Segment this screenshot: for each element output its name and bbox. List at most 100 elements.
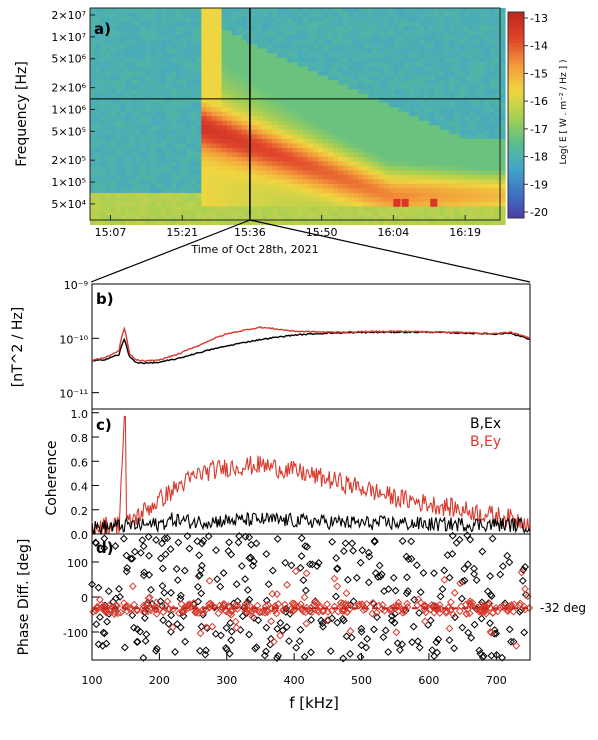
y-tick-label: 10⁻¹¹ <box>59 388 88 401</box>
heatmap-cell <box>312 84 319 90</box>
heatmap-cell <box>297 161 304 167</box>
heatmap-cell <box>500 174 506 180</box>
heatmap-cell <box>429 26 435 32</box>
heatmap-cell <box>307 44 314 50</box>
heatmap-cell <box>201 107 207 113</box>
heatmap-cell <box>378 80 385 86</box>
heatmap-cell <box>150 57 157 63</box>
heatmap-cell <box>181 111 187 117</box>
heatmap-cell <box>322 152 329 158</box>
heatmap-cell <box>373 57 380 63</box>
colorbar-cell <box>508 169 524 174</box>
heatmap-cell <box>282 48 288 54</box>
coherence-line-black <box>91 511 531 535</box>
heatmap-cell <box>206 206 213 212</box>
phase-point-black <box>166 627 175 636</box>
heatmap-cell <box>216 75 223 81</box>
heatmap-cell <box>90 30 96 36</box>
heatmap-cell <box>398 80 405 86</box>
heatmap-cell <box>292 53 299 59</box>
heatmap-cell <box>135 84 142 90</box>
heatmap-cell <box>348 134 354 140</box>
heatmap-cell <box>246 220 253 226</box>
heatmap-cell <box>145 66 152 72</box>
heatmap-cell <box>302 98 309 104</box>
heatmap-cell <box>191 75 197 81</box>
phase-point-red <box>456 579 465 588</box>
heatmap-cell <box>115 156 121 162</box>
heatmap-cell <box>155 17 162 23</box>
heatmap-cell <box>211 17 218 23</box>
heatmap-cell <box>155 156 162 162</box>
heatmap-cell <box>115 8 121 14</box>
heatmap-cell <box>267 48 273 54</box>
heatmap-cell <box>277 116 283 122</box>
heatmap-cell <box>282 210 288 216</box>
heatmap-cell <box>257 179 263 185</box>
heatmap-cell <box>150 26 157 32</box>
heatmap-cell <box>393 39 400 45</box>
heatmap-cell <box>287 84 294 90</box>
heatmap-cell <box>145 206 152 212</box>
heatmap-cell <box>226 39 233 45</box>
heatmap-cell <box>140 44 147 50</box>
heatmap-cell <box>90 156 96 162</box>
heatmap-cell <box>201 183 207 189</box>
heatmap-cell <box>388 102 395 108</box>
heatmap-cell <box>160 8 167 14</box>
heatmap-cell <box>444 161 450 167</box>
heatmap-cell <box>90 210 96 216</box>
heatmap-cell <box>135 98 142 104</box>
heatmap-cell <box>307 156 314 162</box>
heatmap-cell <box>388 220 395 226</box>
heatmap-cell <box>110 220 116 226</box>
heatmap-cell <box>494 147 501 153</box>
phase-point-black <box>225 538 233 547</box>
heatmap-cell <box>388 57 395 63</box>
heatmap-cell <box>424 188 430 194</box>
heatmap-cell <box>398 179 405 185</box>
heatmap-cell <box>338 84 344 90</box>
heatmap-cell <box>398 44 405 50</box>
heatmap-cell <box>307 17 314 23</box>
heatmap-cell <box>155 188 162 194</box>
heatmap-cell <box>145 192 152 198</box>
heatmap-cell <box>327 156 334 162</box>
heatmap-cell <box>449 48 455 54</box>
heatmap-cell <box>95 220 101 226</box>
heatmap-cell <box>236 120 243 126</box>
heatmap-cell <box>449 12 455 18</box>
heatmap-cell <box>469 98 476 104</box>
heatmap-cell <box>429 143 435 149</box>
heatmap-cell <box>277 30 283 36</box>
heatmap-cell <box>241 57 248 63</box>
heatmap-cell <box>312 156 319 162</box>
heatmap-cell <box>251 188 258 194</box>
phase-point-black <box>343 575 352 584</box>
heatmap-cell <box>287 161 294 167</box>
heatmap-cell <box>287 44 294 50</box>
phase-point-black <box>404 587 412 596</box>
heatmap-cell <box>155 98 162 104</box>
heatmap-cell <box>155 80 162 86</box>
phase-point-black <box>136 548 145 557</box>
heatmap-cell <box>368 174 374 180</box>
heatmap-cell <box>413 116 420 122</box>
heatmap-cell <box>211 89 218 95</box>
heatmap-cell <box>262 26 268 32</box>
heatmap-cell <box>383 134 390 140</box>
heatmap-cell <box>338 188 344 194</box>
heatmap-cell <box>317 102 324 108</box>
heatmap-cell <box>231 174 238 180</box>
heatmap-cell <box>388 111 395 117</box>
heatmap-cell <box>272 116 278 122</box>
heatmap-cell <box>95 215 101 221</box>
heatmap-cell <box>251 129 258 135</box>
phase-point-black <box>430 652 439 661</box>
heatmap-cell <box>170 125 177 131</box>
heatmap-cell <box>100 220 106 226</box>
heatmap-cell <box>160 206 167 212</box>
heatmap-cell <box>403 120 410 126</box>
heatmap-cell <box>398 165 405 171</box>
heatmap-cell <box>150 62 157 68</box>
